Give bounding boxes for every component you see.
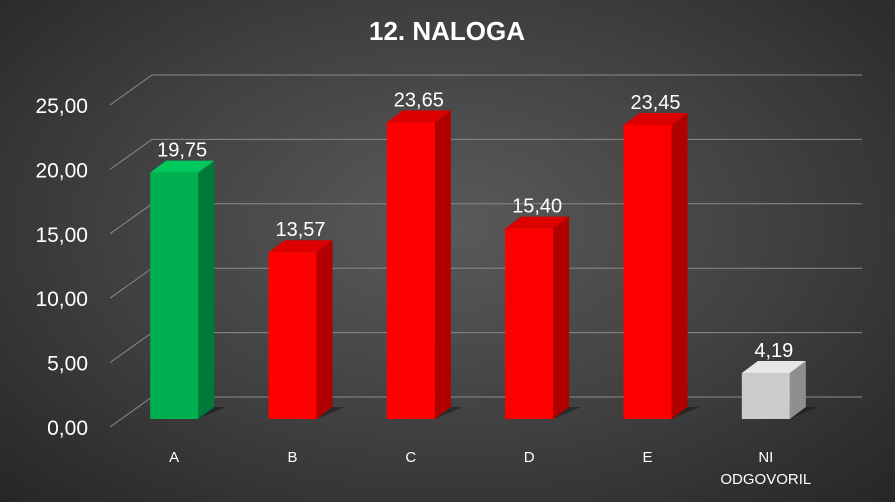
- bar: [268, 252, 317, 419]
- y-tick-label: 10,00: [35, 288, 88, 311]
- bar-top: [150, 160, 215, 173]
- y-tick-label: 25,00: [35, 95, 88, 118]
- x-tick-label: E: [642, 449, 652, 466]
- bar: [623, 124, 672, 420]
- bar-side: [671, 112, 688, 420]
- x-tick-label: C: [405, 449, 416, 466]
- bar-top: [741, 361, 806, 374]
- bar-top: [386, 110, 451, 123]
- y-tick-label: 20,00: [35, 159, 88, 182]
- bar-top: [268, 240, 333, 253]
- y-tick-label: 15,00: [35, 224, 88, 247]
- x-tick-label: A: [169, 449, 179, 466]
- bar-side: [316, 240, 333, 419]
- data-label: 4,19: [754, 340, 793, 362]
- y-tick-label: 0,00: [47, 417, 88, 440]
- y-axis: 0,00 5,00 10,00 15,00 20,00 25,00: [35, 95, 88, 440]
- bar: [150, 172, 199, 419]
- data-label: 23,45: [630, 92, 680, 114]
- y-tick-label: 5,00: [47, 353, 88, 376]
- x-tick-label: D: [524, 449, 535, 466]
- gridline: [109, 203, 862, 235]
- gridline: [109, 74, 862, 106]
- bar-top: [623, 112, 688, 125]
- bar-side: [198, 160, 215, 419]
- x-tick-label: B: [287, 449, 297, 466]
- data-label: 15,40: [512, 196, 562, 218]
- data-label: 13,57: [275, 219, 325, 241]
- bar: [741, 373, 790, 419]
- x-tick-label: NI ODGOVORIL: [720, 449, 811, 488]
- gridline: [109, 332, 862, 364]
- bar: [505, 228, 554, 419]
- bar-side: [553, 216, 570, 419]
- bar-side: [434, 110, 451, 419]
- bar-side: [789, 361, 806, 419]
- gridline: [109, 267, 862, 299]
- bar-top: [505, 216, 570, 229]
- chart-title: 12. NALOGA: [369, 16, 525, 46]
- gridline: [109, 138, 862, 170]
- bar: [386, 122, 435, 419]
- data-label: 19,75: [157, 140, 207, 162]
- x-axis: A B C D E NI ODGOVORIL: [169, 449, 811, 488]
- data-label: 23,65: [394, 89, 444, 111]
- bars: 19,75 13,57 23,65 15,40 23,45 4,19: [150, 89, 818, 420]
